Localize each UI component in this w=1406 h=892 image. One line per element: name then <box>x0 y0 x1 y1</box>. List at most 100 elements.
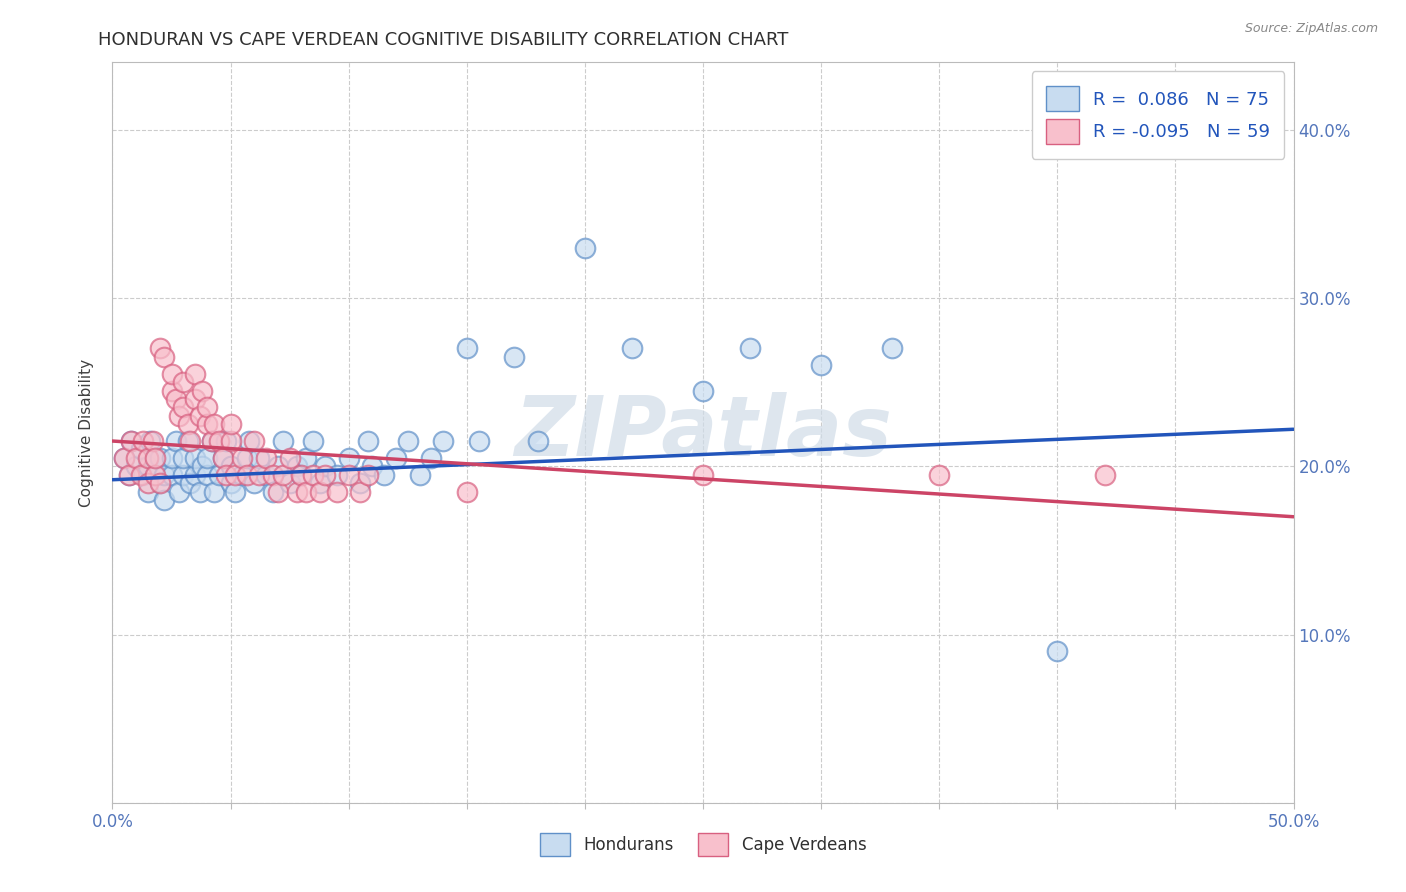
Point <box>337 450 360 465</box>
Point <box>112 450 135 465</box>
Point <box>295 484 318 499</box>
Point <box>172 375 194 389</box>
Point <box>179 476 201 491</box>
Legend: Hondurans, Cape Verdeans: Hondurans, Cape Verdeans <box>531 824 875 865</box>
Point <box>184 467 207 482</box>
Point <box>177 417 200 432</box>
Point <box>143 450 166 465</box>
Point <box>143 450 166 465</box>
Point <box>267 459 290 474</box>
Point <box>118 467 141 482</box>
Point <box>120 434 142 448</box>
Point <box>202 417 225 432</box>
Point <box>285 459 308 474</box>
Point <box>385 450 408 465</box>
Point <box>143 467 166 482</box>
Point <box>215 434 238 448</box>
Point <box>396 434 419 448</box>
Point <box>326 467 349 482</box>
Y-axis label: Cognitive Disability: Cognitive Disability <box>79 359 94 507</box>
Point <box>188 409 211 423</box>
Point <box>153 492 176 507</box>
Point <box>373 467 395 482</box>
Point <box>212 450 235 465</box>
Point <box>167 409 190 423</box>
Point <box>136 459 159 474</box>
Point <box>219 459 242 474</box>
Point <box>160 384 183 398</box>
Point <box>503 350 526 364</box>
Point <box>526 434 548 448</box>
Point <box>149 450 172 465</box>
Point <box>132 467 155 482</box>
Point <box>285 484 308 499</box>
Point <box>290 467 312 482</box>
Point <box>118 467 141 482</box>
Point <box>208 467 231 482</box>
Point <box>219 476 242 491</box>
Point <box>184 367 207 381</box>
Point <box>247 467 270 482</box>
Point <box>262 484 284 499</box>
Point <box>153 350 176 364</box>
Point <box>142 434 165 448</box>
Point <box>692 467 714 482</box>
Point <box>224 484 246 499</box>
Point <box>278 450 301 465</box>
Point <box>231 450 253 465</box>
Point <box>208 434 231 448</box>
Point <box>219 434 242 448</box>
Point <box>172 401 194 415</box>
Point <box>309 476 332 491</box>
Point <box>928 467 950 482</box>
Point <box>167 484 190 499</box>
Point <box>160 367 183 381</box>
Text: ZIPatlas: ZIPatlas <box>515 392 891 473</box>
Point <box>349 484 371 499</box>
Point <box>172 450 194 465</box>
Point <box>243 434 266 448</box>
Point <box>195 467 218 482</box>
Point <box>295 450 318 465</box>
Point <box>195 401 218 415</box>
Point <box>271 467 294 482</box>
Point <box>191 384 214 398</box>
Point <box>309 484 332 499</box>
Point <box>467 434 489 448</box>
Point <box>136 476 159 491</box>
Point <box>247 450 270 465</box>
Point <box>184 392 207 406</box>
Point <box>112 450 135 465</box>
Point <box>1046 644 1069 658</box>
Point <box>356 467 378 482</box>
Text: Source: ZipAtlas.com: Source: ZipAtlas.com <box>1244 22 1378 36</box>
Point <box>456 342 478 356</box>
Text: HONDURAN VS CAPE VERDEAN COGNITIVE DISABILITY CORRELATION CHART: HONDURAN VS CAPE VERDEAN COGNITIVE DISAB… <box>98 31 789 49</box>
Point <box>184 450 207 465</box>
Point <box>278 476 301 491</box>
Point <box>238 434 260 448</box>
Point <box>740 342 762 356</box>
Point <box>236 450 259 465</box>
Point <box>271 434 294 448</box>
Point <box>314 467 336 482</box>
Point <box>212 450 235 465</box>
Point <box>120 434 142 448</box>
Point <box>132 434 155 448</box>
Point <box>202 484 225 499</box>
Point <box>149 342 172 356</box>
Point <box>314 459 336 474</box>
Point <box>195 417 218 432</box>
Point <box>129 467 152 482</box>
Point <box>224 467 246 482</box>
Point <box>810 359 832 373</box>
Point <box>356 434 378 448</box>
Point <box>215 467 238 482</box>
Point <box>188 484 211 499</box>
Point <box>179 434 201 448</box>
Point <box>254 467 277 482</box>
Point <box>621 342 644 356</box>
Point <box>574 240 596 255</box>
Point <box>302 434 325 448</box>
Point <box>692 384 714 398</box>
